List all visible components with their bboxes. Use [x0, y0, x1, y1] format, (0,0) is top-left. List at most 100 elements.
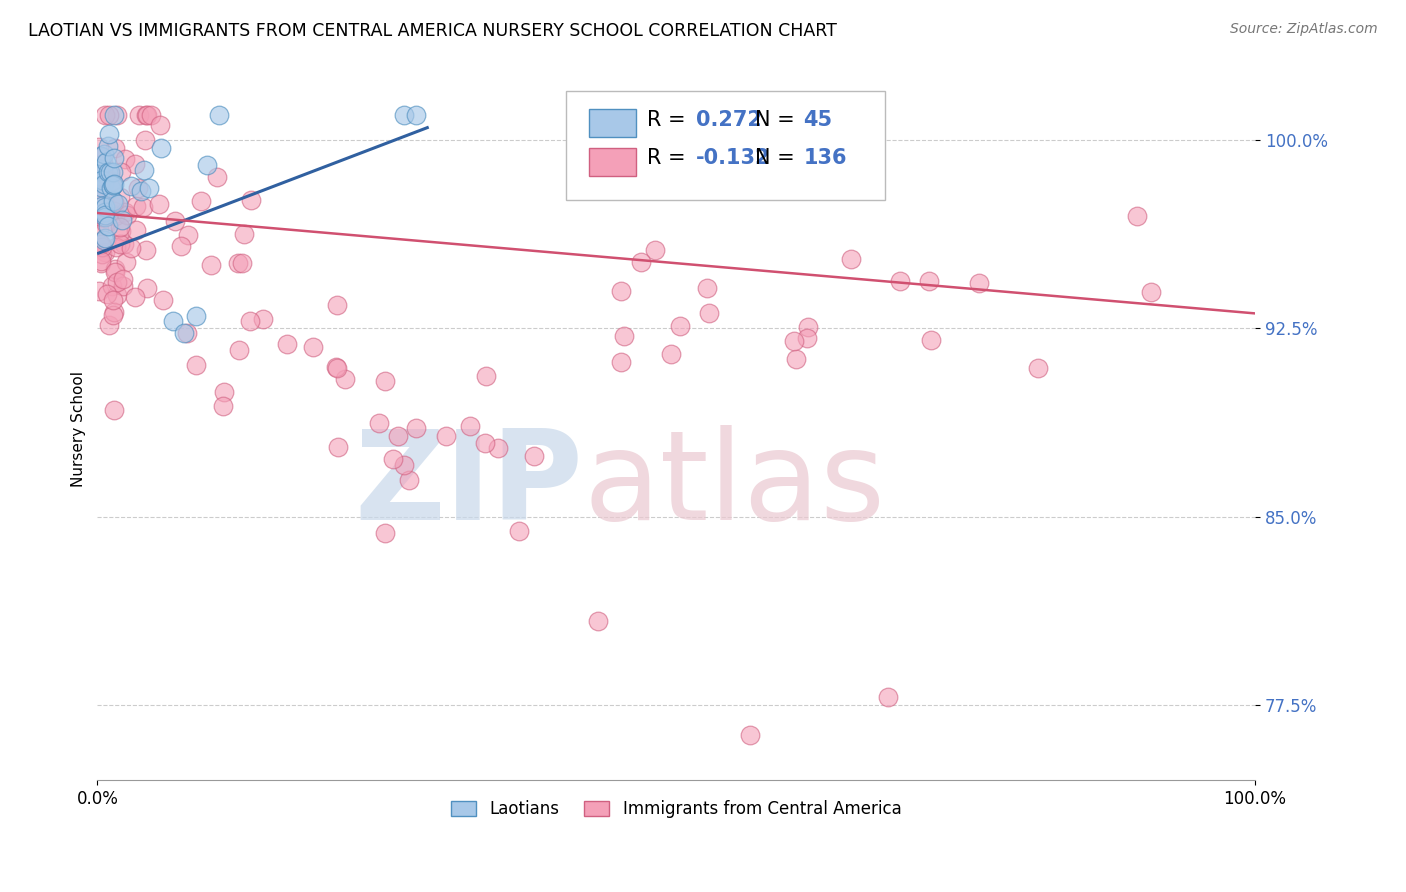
Point: [87, 222, 110, 236]
Point: [90, 198, 112, 212]
Point: [115, 208, 138, 222]
Text: atlas: atlas: [583, 425, 886, 546]
Point: [328, 440, 350, 454]
Point: [91, 239, 114, 253]
Text: 0.272: 0.272: [696, 110, 762, 129]
Point: [114, 153, 136, 167]
Point: [97, 139, 120, 153]
Point: [94, 217, 117, 231]
Point: [586, 614, 609, 628]
Point: [94, 205, 117, 219]
Point: [177, 228, 200, 243]
Point: [967, 276, 990, 290]
Point: [920, 333, 942, 347]
Point: [97, 127, 120, 141]
Point: [367, 416, 389, 430]
Point: [212, 385, 235, 400]
Point: [94, 231, 117, 245]
Point: [1125, 209, 1147, 223]
Point: [97, 165, 120, 179]
Point: [738, 728, 761, 742]
Point: [211, 399, 233, 413]
Point: [630, 254, 652, 268]
Point: [387, 429, 409, 443]
Y-axis label: Nursery School: Nursery School: [72, 371, 86, 487]
Point: [302, 341, 325, 355]
Point: [374, 374, 396, 388]
Text: R =: R =: [647, 110, 693, 129]
Point: [398, 473, 420, 487]
Point: [98, 165, 121, 179]
Point: [128, 108, 150, 122]
Point: [696, 280, 718, 294]
Point: [184, 309, 207, 323]
Legend: Laotians, Immigrants from Central America: Laotians, Immigrants from Central Americ…: [444, 793, 908, 825]
Point: [91, 172, 114, 186]
Point: [90, 173, 112, 187]
Point: [108, 220, 131, 235]
Point: [232, 227, 254, 241]
Point: [101, 194, 124, 209]
Point: [205, 170, 228, 185]
Point: [138, 181, 160, 195]
Point: [394, 458, 416, 472]
Point: [100, 174, 122, 188]
Point: [94, 108, 117, 122]
Point: [90, 256, 112, 270]
Point: [1139, 285, 1161, 299]
Point: [609, 355, 631, 369]
Point: [98, 108, 121, 122]
Point: [101, 279, 124, 293]
Point: [105, 240, 128, 254]
Point: [98, 167, 121, 181]
Point: [103, 403, 125, 417]
Point: [93, 146, 115, 161]
Text: LAOTIAN VS IMMIGRANTS FROM CENTRAL AMERICA NURSERY SCHOOL CORRELATION CHART: LAOTIAN VS IMMIGRANTS FROM CENTRAL AMERI…: [28, 22, 837, 40]
Point: [176, 326, 198, 341]
Text: N =: N =: [755, 148, 801, 169]
Point: [90, 254, 112, 268]
Point: [103, 177, 125, 191]
Point: [148, 196, 170, 211]
Point: [1026, 360, 1049, 375]
Point: [87, 140, 110, 154]
Point: [87, 193, 110, 207]
Point: [134, 133, 156, 147]
Point: [208, 108, 231, 122]
Point: [326, 361, 349, 376]
Point: [103, 194, 125, 209]
Point: [104, 141, 127, 155]
Point: [91, 156, 114, 170]
Point: [226, 256, 249, 270]
Point: [173, 326, 195, 341]
Point: [91, 210, 114, 224]
Point: [132, 200, 155, 214]
Point: [87, 235, 110, 249]
Point: [162, 314, 184, 328]
Point: [110, 224, 132, 238]
Point: [474, 435, 496, 450]
Point: [96, 286, 118, 301]
Point: [486, 441, 509, 455]
Point: [94, 244, 117, 259]
Text: 45: 45: [803, 110, 832, 129]
Point: [474, 368, 496, 383]
Point: [93, 177, 115, 191]
Point: [190, 194, 212, 208]
Point: [136, 280, 159, 294]
Point: [105, 276, 128, 290]
Point: [644, 243, 666, 257]
Text: -0.132: -0.132: [696, 148, 770, 169]
Point: [200, 258, 222, 272]
Point: [101, 308, 124, 322]
Text: R =: R =: [647, 148, 693, 169]
Point: [114, 204, 136, 219]
Point: [105, 288, 128, 302]
Point: [90, 237, 112, 252]
Point: [100, 181, 122, 195]
Point: [252, 312, 274, 326]
Point: [87, 161, 110, 176]
Point: [112, 278, 135, 293]
Point: [139, 108, 162, 122]
Point: [785, 352, 807, 367]
